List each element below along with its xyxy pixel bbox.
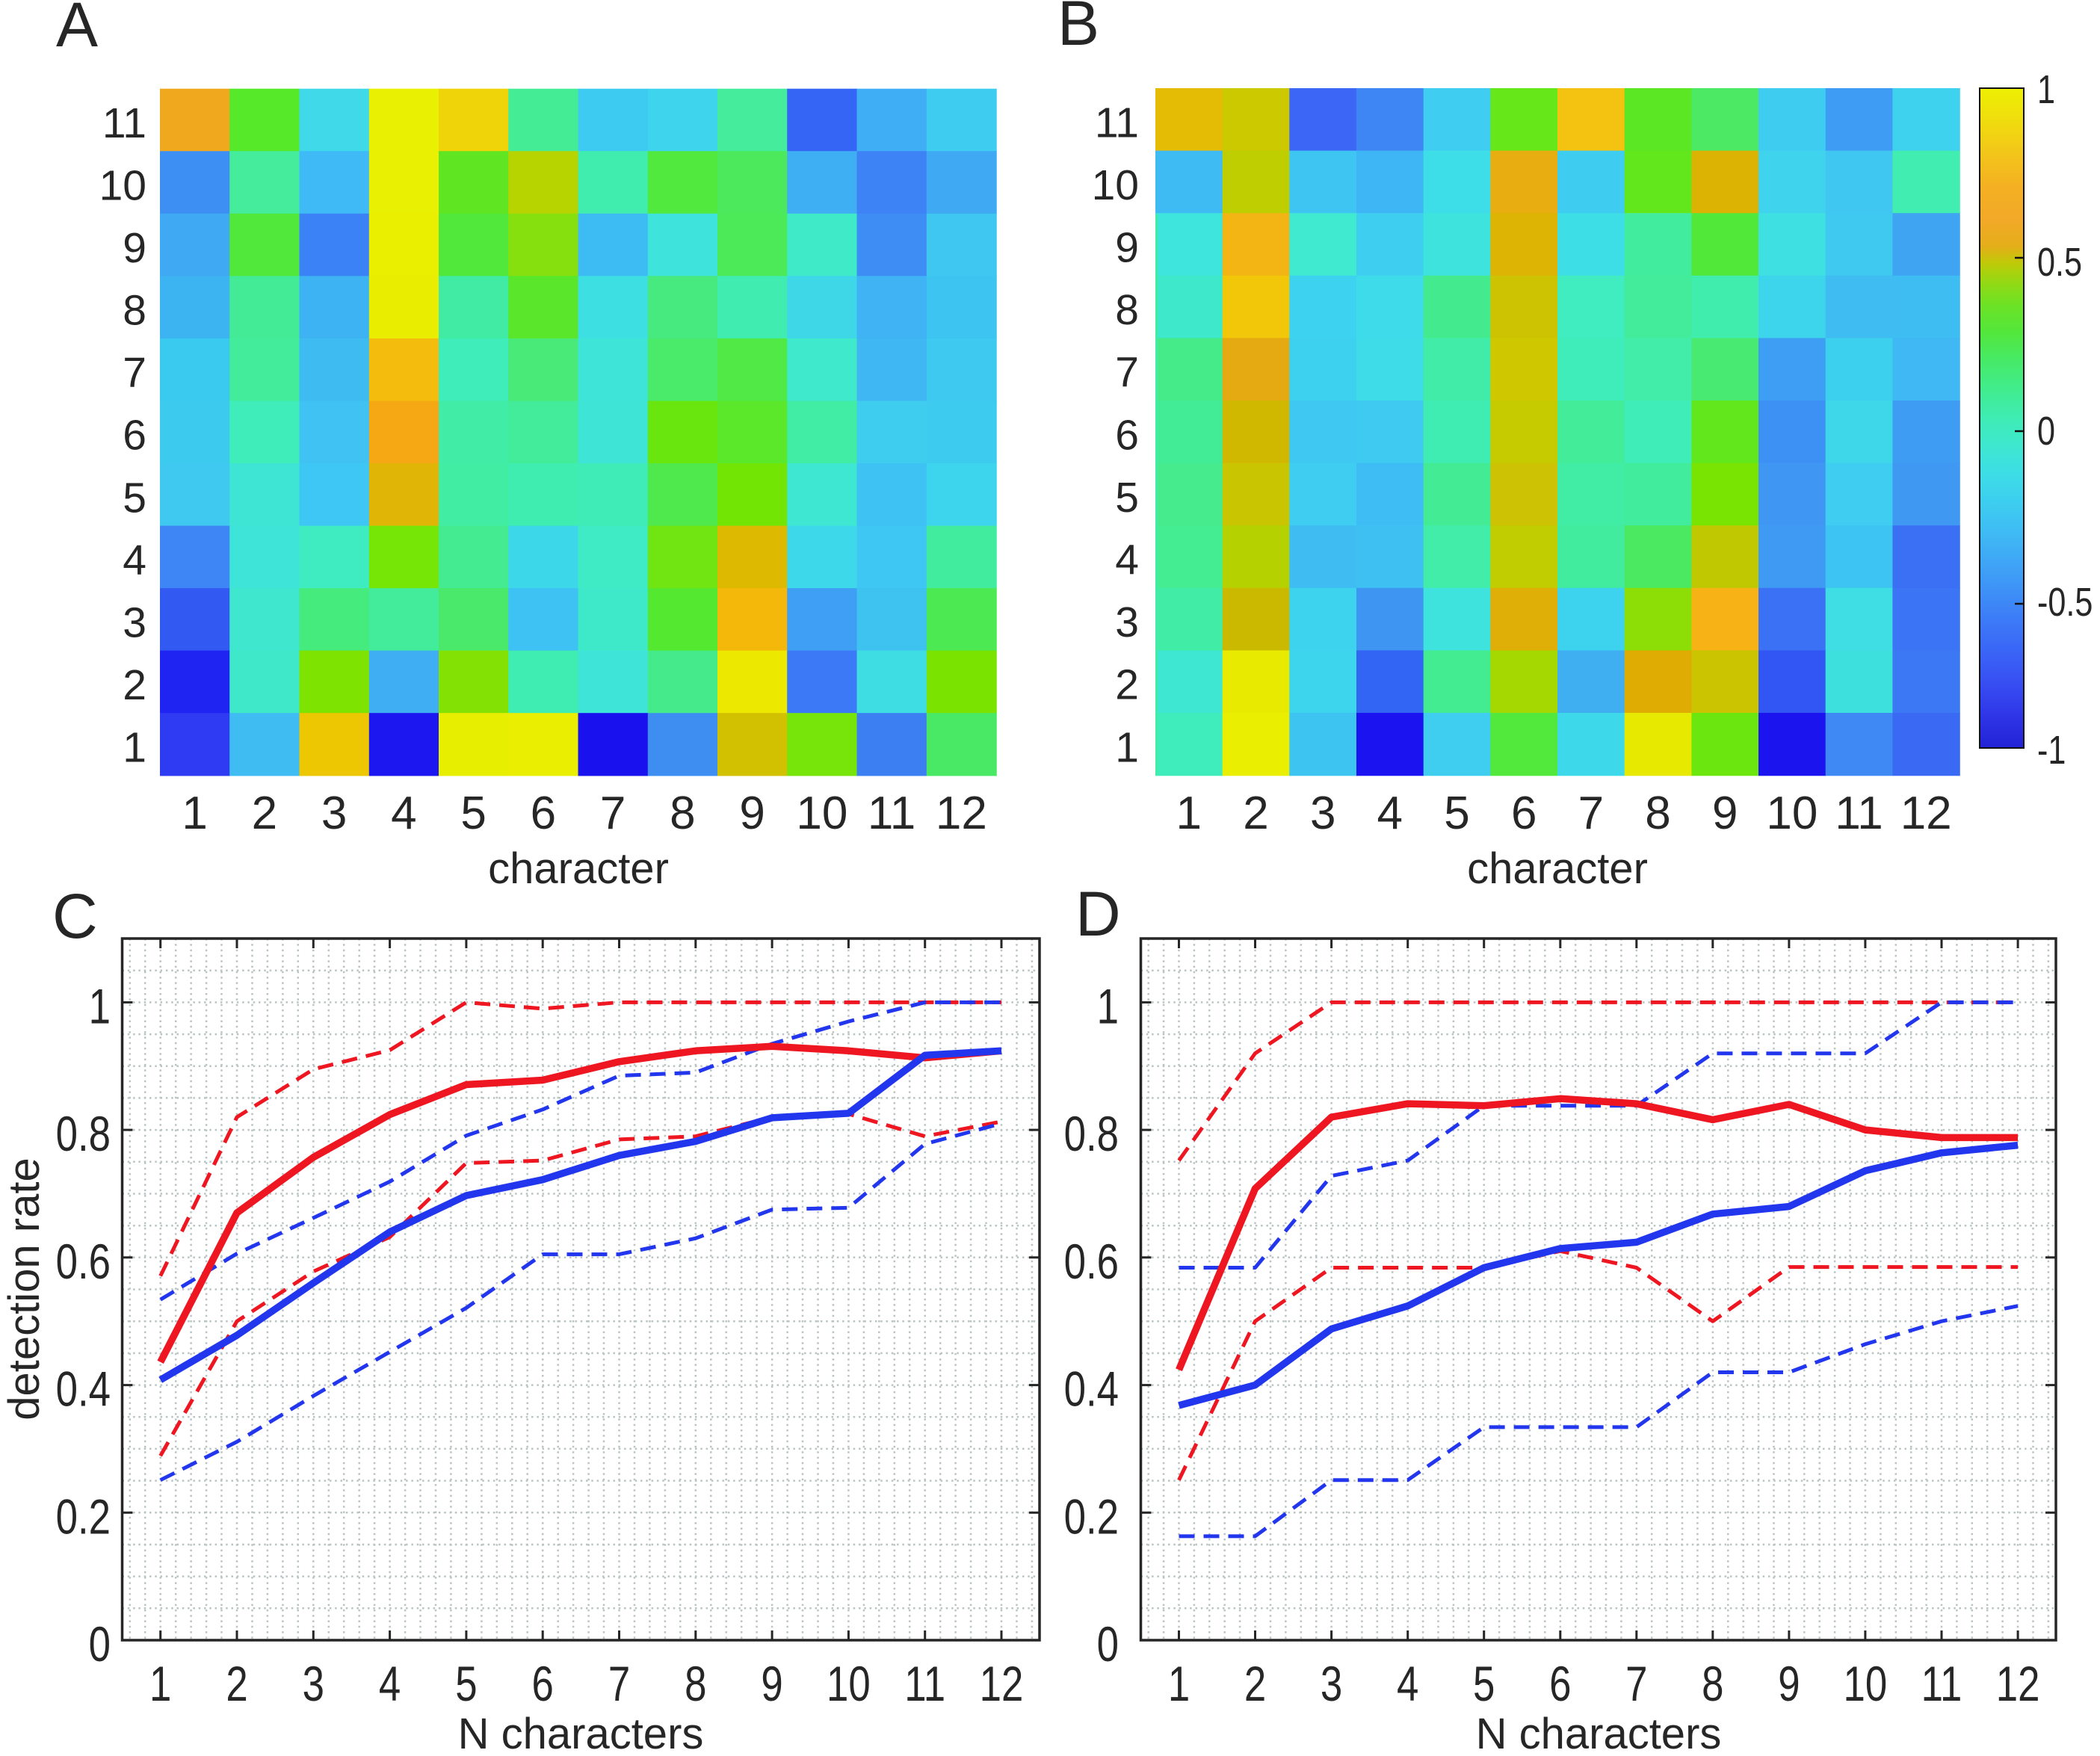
svg-text:6: 6: [532, 1656, 554, 1711]
svg-text:0.2: 0.2: [56, 1489, 111, 1545]
svg-text:11: 11: [1921, 1656, 1962, 1711]
svg-text:6: 6: [1549, 1656, 1571, 1711]
svg-text:0: 0: [2037, 409, 2055, 454]
svg-text:D: D: [1075, 879, 1121, 949]
svg-text:0: 0: [1097, 1616, 1119, 1672]
svg-text:3: 3: [1310, 788, 1335, 839]
svg-text:12: 12: [936, 788, 987, 839]
svg-text:10: 10: [1092, 161, 1139, 209]
svg-text:2: 2: [123, 661, 146, 709]
svg-text:4: 4: [391, 788, 416, 839]
svg-text:1: 1: [182, 788, 207, 839]
svg-text:9: 9: [1712, 788, 1738, 839]
svg-text:5: 5: [1444, 788, 1469, 839]
svg-text:9: 9: [1115, 224, 1139, 272]
svg-text:6: 6: [531, 788, 556, 839]
svg-text:1: 1: [1176, 788, 1202, 839]
svg-text:9: 9: [1778, 1656, 1800, 1711]
svg-text:1: 1: [149, 1656, 171, 1711]
svg-text:7: 7: [1625, 1656, 1647, 1711]
svg-text:11: 11: [1095, 99, 1139, 146]
svg-text:0.6: 0.6: [1064, 1234, 1119, 1289]
svg-text:12: 12: [1996, 1656, 2040, 1711]
svg-text:0.6: 0.6: [56, 1234, 111, 1289]
svg-text:7: 7: [608, 1656, 630, 1711]
svg-text:7: 7: [1115, 349, 1139, 397]
svg-text:2: 2: [1243, 788, 1268, 839]
svg-text:1: 1: [1168, 1656, 1190, 1711]
svg-text:N characters: N characters: [1476, 1710, 1722, 1756]
svg-text:10: 10: [796, 788, 847, 839]
svg-text:8: 8: [685, 1656, 706, 1711]
svg-text:-0.5: -0.5: [2037, 581, 2093, 625]
svg-text:2: 2: [226, 1656, 247, 1711]
svg-text:8: 8: [1702, 1656, 1723, 1711]
svg-text:C: C: [52, 881, 98, 951]
svg-text:3: 3: [1115, 599, 1139, 646]
svg-text:3: 3: [303, 1656, 324, 1711]
svg-text:8: 8: [123, 287, 146, 335]
svg-text:0.4: 0.4: [1064, 1361, 1119, 1417]
svg-text:5: 5: [123, 474, 146, 522]
svg-text:1: 1: [1115, 723, 1139, 771]
svg-text:6: 6: [1115, 411, 1139, 459]
svg-text:character: character: [1467, 844, 1648, 893]
svg-text:0: 0: [89, 1616, 111, 1672]
svg-text:8: 8: [1115, 286, 1139, 334]
svg-text:7: 7: [123, 349, 146, 397]
svg-text:11: 11: [1835, 788, 1883, 839]
svg-text:8: 8: [1645, 788, 1670, 839]
svg-text:11: 11: [904, 1656, 945, 1711]
svg-text:9: 9: [761, 1656, 782, 1711]
svg-text:character: character: [488, 844, 669, 893]
svg-text:0.4: 0.4: [56, 1361, 111, 1417]
svg-text:4: 4: [123, 537, 146, 584]
svg-text:2: 2: [252, 788, 277, 839]
svg-text:4: 4: [379, 1656, 401, 1711]
svg-text:4: 4: [1115, 537, 1139, 584]
svg-text:7: 7: [1578, 788, 1604, 839]
svg-text:11: 11: [868, 788, 915, 839]
svg-text:4: 4: [1397, 1656, 1418, 1711]
svg-text:0.2: 0.2: [1064, 1489, 1119, 1545]
svg-text:9: 9: [123, 224, 146, 272]
svg-text:1: 1: [1097, 979, 1119, 1034]
svg-text:1: 1: [89, 979, 111, 1034]
svg-text:8: 8: [670, 788, 695, 839]
svg-text:4: 4: [1377, 788, 1403, 839]
svg-text:1: 1: [2037, 68, 2055, 113]
svg-text:0.8: 0.8: [1064, 1106, 1119, 1161]
svg-text:6: 6: [123, 412, 146, 460]
svg-text:2: 2: [1244, 1656, 1266, 1711]
svg-text:12: 12: [980, 1656, 1024, 1711]
svg-text:A: A: [56, 0, 98, 60]
svg-text:3: 3: [1321, 1656, 1342, 1711]
svg-text:10: 10: [1766, 788, 1818, 839]
svg-text:10: 10: [1844, 1656, 1888, 1711]
svg-text:7: 7: [600, 788, 626, 839]
svg-text:3: 3: [123, 599, 146, 646]
svg-text:12: 12: [1900, 788, 1952, 839]
svg-text:detection rate: detection rate: [0, 1157, 49, 1420]
svg-text:0.5: 0.5: [2037, 241, 2082, 285]
svg-text:11: 11: [102, 99, 146, 147]
svg-text:3: 3: [321, 788, 347, 839]
svg-text:10: 10: [99, 162, 146, 210]
svg-text:5: 5: [460, 788, 486, 839]
svg-text:9: 9: [739, 788, 765, 839]
svg-text:1: 1: [123, 724, 146, 772]
svg-text:0.8: 0.8: [56, 1106, 111, 1161]
svg-text:-1: -1: [2037, 729, 2066, 773]
svg-text:2: 2: [1115, 661, 1139, 709]
svg-text:5: 5: [1473, 1656, 1495, 1711]
svg-text:6: 6: [1511, 788, 1537, 839]
svg-text:10: 10: [827, 1656, 871, 1711]
svg-text:5: 5: [1115, 474, 1139, 522]
svg-text:N characters: N characters: [458, 1710, 704, 1756]
svg-text:B: B: [1057, 0, 1099, 58]
svg-text:5: 5: [455, 1656, 477, 1711]
